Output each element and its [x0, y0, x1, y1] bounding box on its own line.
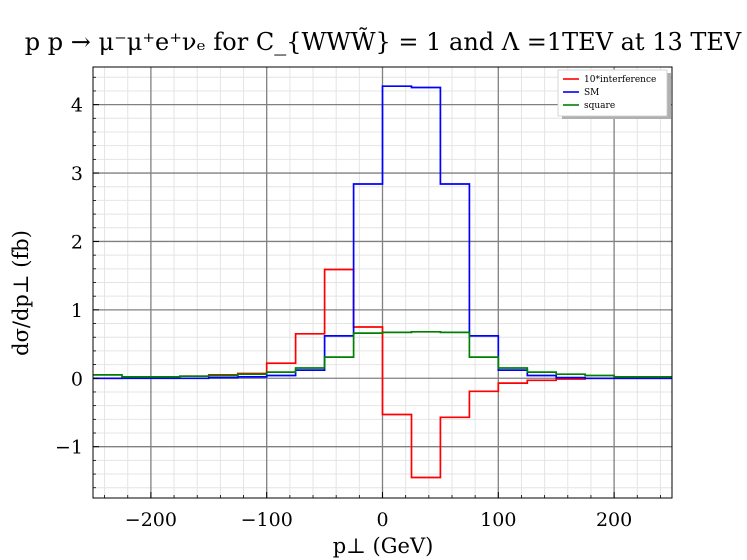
x-tick-labels: −200 −100 0 100 200: [125, 509, 632, 531]
chart-title: p p → μ⁻μ⁺e⁺νₑ for C_{WWW̃} = 1 and Λ =1…: [25, 28, 742, 56]
y-tick-label: 3: [71, 163, 83, 185]
y-tick-label: 1: [71, 300, 83, 322]
ticks: [93, 76, 661, 498]
y-tick-labels: −1 0 1 2 3 4: [55, 95, 83, 459]
y-tick-label: 0: [71, 368, 83, 390]
legend-box: [557, 69, 668, 117]
x-axis-label: p⊥ (GeV): [333, 534, 434, 558]
x-tick-label: −200: [125, 509, 177, 531]
x-tick-label: 100: [480, 509, 516, 531]
legend-label: square: [584, 101, 615, 111]
legend-label: SM: [584, 88, 599, 98]
series-line-sm: [93, 85, 672, 380]
x-tick-label: 0: [376, 509, 388, 531]
y-axis-label: dσ/dp⊥ (fb): [9, 230, 33, 356]
y-tick-label: −1: [55, 437, 83, 459]
y-tick-label: 2: [71, 231, 83, 253]
y-tick-label: 4: [71, 95, 83, 117]
series-lines: [93, 85, 672, 479]
plot-area: [92, 66, 673, 499]
x-tick-label: 200: [596, 509, 632, 531]
series-line-square: [93, 330, 672, 378]
x-tick-label: −100: [241, 509, 293, 531]
legend-label: 10*interference: [584, 75, 656, 85]
legend: 10*interference SM square: [557, 69, 671, 119]
